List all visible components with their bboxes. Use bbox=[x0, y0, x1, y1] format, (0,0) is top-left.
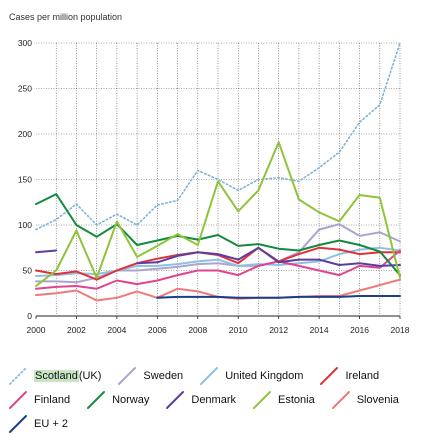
y-tick-label: 150 bbox=[18, 175, 32, 185]
legend-item: Estonia bbox=[252, 390, 315, 410]
legend: Scotland (UK) Sweden United Kingdom Ireland… bbox=[8, 364, 432, 436]
legend-item: Finland bbox=[8, 390, 70, 410]
legend-label: United Kingdom bbox=[225, 370, 304, 382]
legend-item: Ireland bbox=[319, 366, 379, 386]
gridlines bbox=[36, 42, 401, 316]
x-tick-label: 2006 bbox=[148, 325, 167, 335]
series-norway bbox=[35, 193, 401, 277]
series-finland bbox=[35, 249, 401, 290]
line-icon bbox=[9, 391, 27, 409]
x-tick-label: 2000 bbox=[27, 325, 46, 335]
legend-item: Scotland (UK) bbox=[8, 366, 101, 386]
legend-row: Scotland (UK) Sweden United Kingdom Ireland bbox=[8, 364, 432, 388]
legend-item: EU + 2 bbox=[8, 414, 68, 434]
series-estonia bbox=[35, 141, 401, 287]
line-icon bbox=[200, 367, 219, 385]
legend-row: Finland Norway Denmark Estonia Slovenia bbox=[8, 388, 432, 412]
x-tick-label: 2014 bbox=[310, 325, 329, 335]
x-tick-label: 2008 bbox=[188, 325, 207, 335]
y-tick-label: 0 bbox=[27, 311, 32, 321]
x-tick-label: 2012 bbox=[269, 325, 288, 335]
series-scotland-uk bbox=[35, 42, 401, 231]
legend-label-suffix: (UK) bbox=[78, 370, 102, 382]
legend-item: United Kingdom bbox=[199, 366, 303, 386]
legend-label: EU + 2 bbox=[34, 418, 68, 430]
x-tick-label: 2018 bbox=[391, 325, 410, 335]
series-lines bbox=[35, 42, 401, 302]
x-tick-label: 2010 bbox=[229, 325, 248, 335]
series-line bbox=[156, 295, 401, 299]
legend-label: Ireland bbox=[345, 370, 380, 382]
line-icon bbox=[9, 415, 27, 433]
legend-row: EU + 2 bbox=[8, 412, 432, 436]
y-tick-label: 250 bbox=[18, 84, 32, 94]
series-line bbox=[35, 246, 401, 277]
line-icon bbox=[166, 391, 185, 409]
series-line bbox=[35, 249, 401, 290]
line-icon bbox=[87, 391, 106, 409]
legend-label-highlight: Scotland bbox=[34, 370, 79, 382]
legend-label: Norway bbox=[112, 394, 150, 406]
line-icon bbox=[320, 367, 339, 385]
series-denmark bbox=[35, 246, 401, 267]
series-line bbox=[35, 42, 401, 231]
series-line bbox=[35, 193, 401, 277]
legend-item: Denmark bbox=[165, 390, 236, 410]
series-united-kingdom bbox=[35, 246, 401, 277]
legend-item: Slovenia bbox=[331, 390, 399, 410]
series-eu-2 bbox=[156, 295, 401, 299]
x-tick-label: 2004 bbox=[107, 325, 126, 335]
legend-label: Sweden bbox=[143, 370, 184, 382]
axes: 0 50 100 150 200 250 300 2000 2002 2004 2006 2008 20… bbox=[18, 38, 410, 335]
legend-label: Finland bbox=[34, 394, 71, 406]
legend-label: Slovenia bbox=[356, 394, 399, 406]
line-chart: Cases per million population 0 50 100 150 20… bbox=[9, 12, 410, 335]
series-line bbox=[35, 249, 58, 254]
legend-label: Denmark bbox=[191, 394, 236, 406]
y-tick-label: 50 bbox=[23, 266, 33, 276]
series-line bbox=[35, 141, 401, 287]
y-tick-label: 100 bbox=[18, 220, 32, 230]
legend-label: Estonia bbox=[278, 394, 315, 406]
legend-item: Norway bbox=[86, 390, 149, 410]
line-icon bbox=[331, 391, 350, 409]
y-tick-label: 300 bbox=[18, 38, 32, 48]
y-axis-title: Cases per million population bbox=[9, 12, 122, 22]
x-tick-label: 2016 bbox=[350, 325, 369, 335]
y-tick-label: 200 bbox=[18, 129, 32, 139]
series-line bbox=[136, 246, 401, 267]
legend-item: Sweden bbox=[117, 366, 183, 386]
line-icon bbox=[118, 367, 137, 385]
dotted-line-icon bbox=[9, 367, 27, 385]
line-icon bbox=[253, 391, 271, 409]
x-tick-label: 2002 bbox=[67, 325, 86, 335]
